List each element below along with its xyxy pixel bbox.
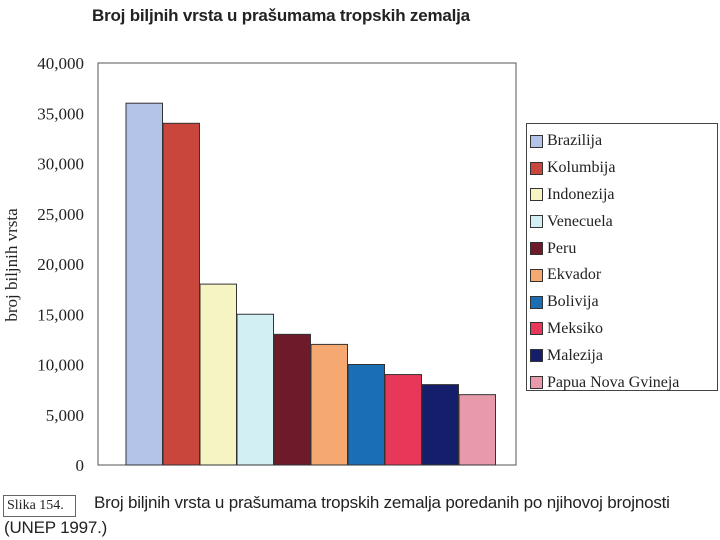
y-tick-label: 25,000 xyxy=(37,205,84,224)
legend-item: Malezija xyxy=(530,342,717,369)
y-tick-label: 35,000 xyxy=(37,104,84,123)
y-tick-label: 40,000 xyxy=(37,54,84,73)
figure-label: Slika 154. xyxy=(3,495,76,517)
legend: Brazilija Kolumbija Indonezija Venecuela Per… xyxy=(526,123,718,391)
bar-malezija xyxy=(421,384,459,466)
y-axis-label: broj biljnih vrsta xyxy=(2,208,21,322)
bar-brazilija xyxy=(125,102,163,466)
legend-swatch xyxy=(530,242,543,256)
legend-item: Indonezija xyxy=(530,182,717,209)
chart-title: Broj biljnih vrsta u prašumama tropskih … xyxy=(92,6,470,25)
bars xyxy=(125,102,496,466)
legend-item: Meksiko xyxy=(530,316,717,343)
legend-swatch xyxy=(530,188,543,202)
y-tick-label: 10,000 xyxy=(37,356,84,375)
legend-swatch xyxy=(530,268,543,282)
legend-swatch xyxy=(530,322,543,336)
legend-item: Papua Nova Gvineja xyxy=(530,369,717,396)
y-tick-label: 20,000 xyxy=(37,255,84,274)
y-tick-label: 5,000 xyxy=(46,406,84,425)
figure-caption: Broj biljnih vrsta u prašumama tropskih … xyxy=(4,493,670,537)
legend-swatch xyxy=(530,161,543,175)
y-axis: 0 5,000 10,000 15,000 20,000 25,000 30,000 35,0… xyxy=(37,54,84,475)
bar-venecuela xyxy=(236,313,274,466)
legend-swatch xyxy=(530,376,543,390)
legend-item: Bolivija xyxy=(530,289,717,316)
legend-item: Brazilija xyxy=(530,128,717,155)
legend-swatch xyxy=(530,134,543,148)
bar-ekvador xyxy=(310,343,348,466)
bar-bolivija xyxy=(347,364,385,466)
y-tick-label: 30,000 xyxy=(37,155,84,174)
legend-label: Brazilija xyxy=(547,132,603,150)
legend-label: Indonezija xyxy=(547,185,615,203)
legend-label: Ekvador xyxy=(547,266,602,284)
legend-label: Venecuela xyxy=(547,212,613,230)
y-tick-label: 0 xyxy=(76,456,85,475)
bar-peru xyxy=(273,333,311,466)
legend-item: Peru xyxy=(530,235,717,262)
bar-papua-nova-gvineja xyxy=(458,394,496,466)
legend-swatch xyxy=(530,349,543,363)
legend-swatch xyxy=(530,295,543,309)
legend-label: Malezija xyxy=(547,346,603,364)
bar-kolumbija xyxy=(162,122,200,466)
bar-meksiko xyxy=(384,374,422,466)
legend-label: Papua Nova Gvineja xyxy=(547,373,680,391)
bar-indonezija xyxy=(199,283,237,466)
legend-label: Meksiko xyxy=(547,319,603,337)
legend-item: Venecuela xyxy=(530,208,717,235)
legend-item: Kolumbija xyxy=(530,155,717,182)
legend-label: Kolumbija xyxy=(547,159,616,177)
legend-label: Bolivija xyxy=(547,293,599,311)
legend-item: Ekvador xyxy=(530,262,717,289)
y-tick-label: 15,000 xyxy=(37,305,84,324)
legend-swatch xyxy=(530,215,543,229)
legend-label: Peru xyxy=(547,239,577,257)
